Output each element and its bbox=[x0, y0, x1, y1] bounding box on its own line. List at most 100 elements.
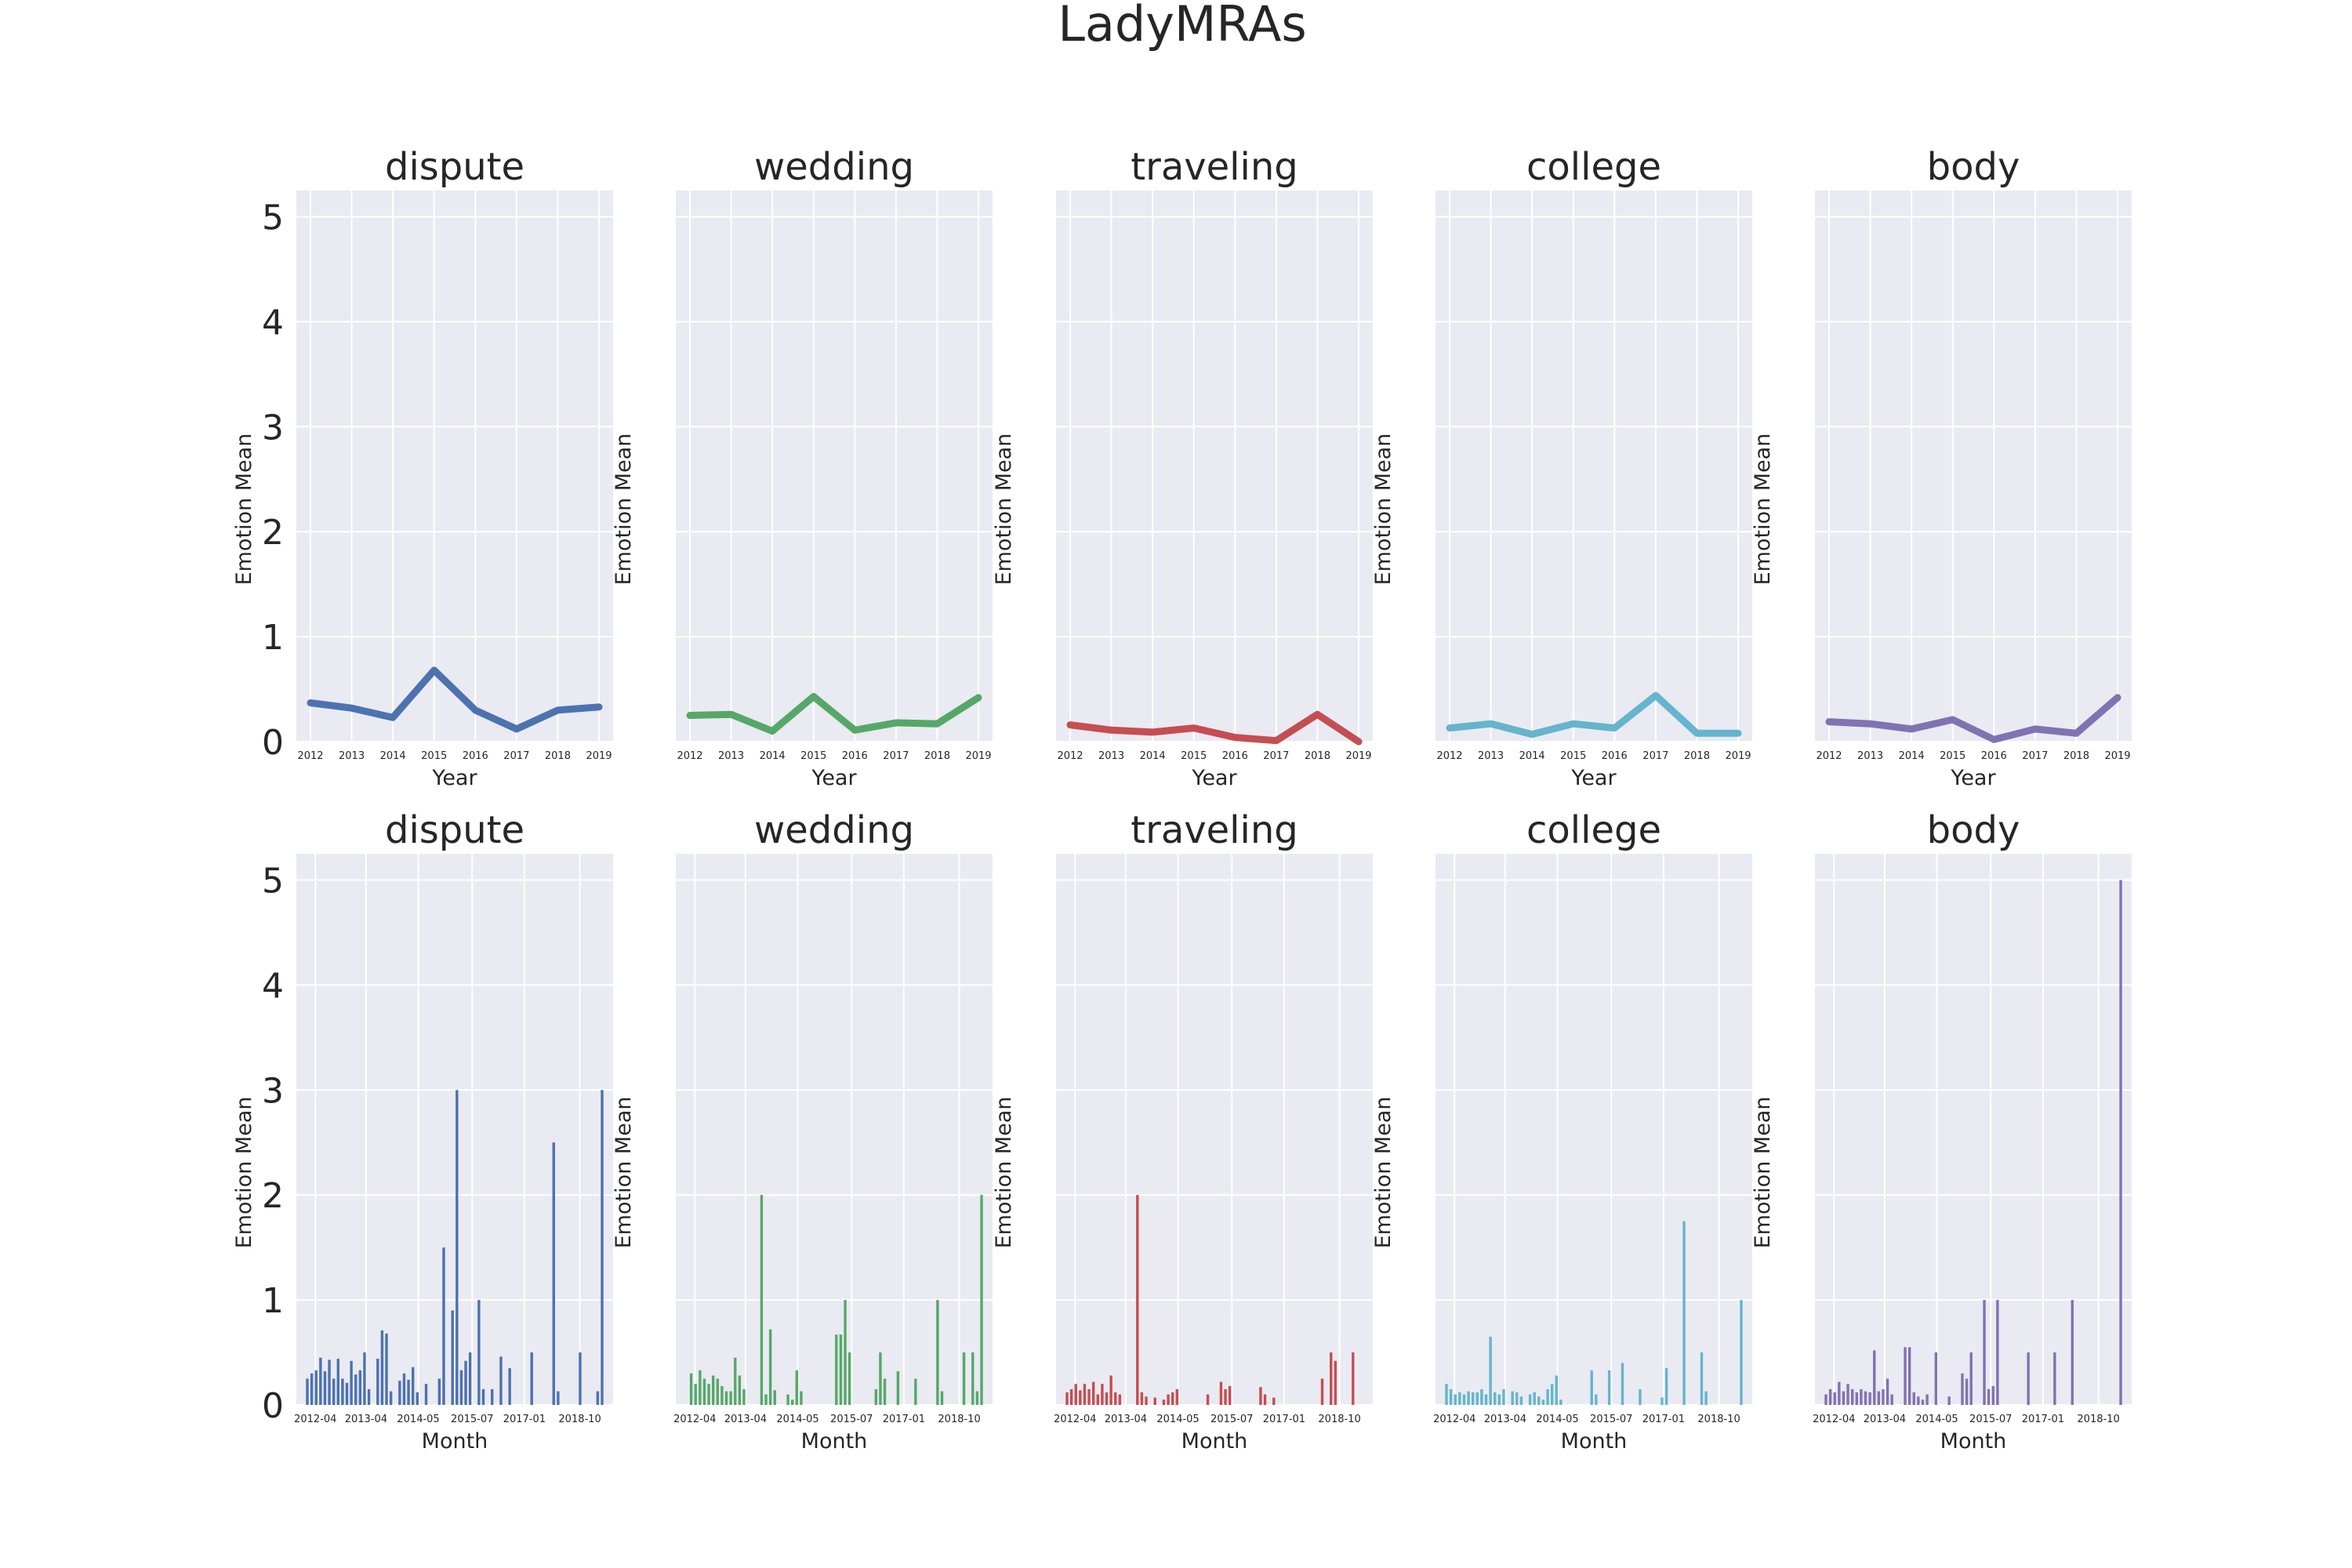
bar bbox=[1846, 1384, 1849, 1405]
bar bbox=[1907, 1347, 1911, 1405]
bar bbox=[874, 1388, 878, 1405]
bar bbox=[971, 1352, 975, 1405]
bar bbox=[839, 1334, 843, 1405]
x-tick-label: 2012-04 bbox=[1054, 1414, 1096, 1425]
bar bbox=[464, 1360, 467, 1405]
bar bbox=[699, 1370, 702, 1405]
bar bbox=[1489, 1336, 1492, 1405]
bar bbox=[790, 1399, 794, 1405]
x-tick-label: 2016 bbox=[1222, 750, 1248, 762]
bar bbox=[1069, 1388, 1073, 1405]
bar bbox=[1334, 1360, 1338, 1405]
x-axis-label: Year bbox=[811, 766, 857, 790]
bar bbox=[1740, 1300, 1743, 1405]
x-tick-label: 2016 bbox=[1602, 750, 1628, 762]
bar bbox=[1559, 1399, 1563, 1405]
x-tick-label: 2012 bbox=[1816, 750, 1842, 762]
bar bbox=[579, 1352, 582, 1405]
bar bbox=[1109, 1375, 1112, 1405]
x-tick-label: 2013-04 bbox=[345, 1414, 387, 1425]
bar bbox=[1541, 1399, 1545, 1405]
x-axis-label: Year bbox=[1950, 766, 1996, 790]
y-axis-label: Emotion Mean bbox=[232, 1097, 256, 1249]
bar bbox=[724, 1391, 728, 1405]
x-tick-label: 2015 bbox=[1560, 750, 1586, 762]
bar bbox=[1947, 1396, 1951, 1405]
subplot-title: dispute bbox=[385, 808, 524, 852]
y-axis-label: Emotion Mean bbox=[1371, 1097, 1396, 1249]
bar bbox=[1528, 1394, 1532, 1405]
bar bbox=[1206, 1394, 1210, 1405]
x-axis-label: Year bbox=[1191, 766, 1237, 790]
bar bbox=[707, 1384, 710, 1405]
y-axis-label: Emotion Mean bbox=[992, 1097, 1016, 1249]
x-tick-label: 2018-10 bbox=[2077, 1414, 2119, 1425]
y-tick-label: 0 bbox=[262, 1386, 284, 1426]
bar bbox=[407, 1379, 410, 1405]
bar bbox=[1320, 1378, 1324, 1405]
series-line-college bbox=[1446, 691, 1742, 739]
bar bbox=[323, 1371, 327, 1405]
subplot-bar-college: 2012-04 2013-04 2014-05 2015-07 2017-01 2018-… bbox=[1371, 808, 1752, 1454]
bar bbox=[1462, 1394, 1466, 1405]
bar bbox=[1961, 1373, 1964, 1405]
plot-area bbox=[1436, 191, 1752, 742]
y-tick-label: 5 bbox=[262, 861, 284, 901]
subplot-title: body bbox=[1927, 145, 2020, 189]
bar bbox=[416, 1392, 419, 1405]
x-tick-label: 2016 bbox=[463, 750, 488, 762]
x-tick-label: 2018 bbox=[545, 750, 571, 762]
bar bbox=[468, 1352, 472, 1405]
bar bbox=[883, 1378, 887, 1405]
x-tick-label: 2013-04 bbox=[1484, 1414, 1526, 1425]
y-tick-label: 5 bbox=[262, 198, 284, 238]
x-tick-label: 2019 bbox=[1725, 750, 1751, 762]
x-tick-label: 2012 bbox=[677, 750, 702, 762]
bar bbox=[1087, 1388, 1091, 1405]
plot-area bbox=[296, 191, 613, 742]
bar bbox=[1996, 1300, 1999, 1405]
subplot-title: traveling bbox=[1131, 145, 1298, 189]
bar bbox=[601, 1090, 604, 1405]
bar bbox=[1140, 1392, 1144, 1405]
bar bbox=[456, 1090, 459, 1405]
y-axis-label: Emotion Mean bbox=[612, 1097, 636, 1249]
bar bbox=[729, 1391, 732, 1405]
subplot-line-body: 2012 2013 2014 2015 2016 2017 2018 2019 body Year… bbox=[1751, 145, 2132, 790]
bar bbox=[760, 1195, 764, 1405]
bar bbox=[319, 1357, 322, 1405]
figure-title: LadyMRAs bbox=[1058, 0, 1306, 53]
plot-area bbox=[1815, 191, 2132, 742]
x-tick-label: 2013-04 bbox=[724, 1414, 767, 1425]
series-line-body bbox=[1825, 694, 2122, 743]
plot-area bbox=[676, 854, 993, 1405]
y-tick-label: 4 bbox=[262, 303, 284, 343]
bar bbox=[424, 1384, 428, 1405]
bar bbox=[499, 1356, 503, 1405]
bar bbox=[1101, 1384, 1104, 1405]
bar bbox=[1096, 1394, 1099, 1405]
bar bbox=[552, 1142, 555, 1405]
bar bbox=[1704, 1391, 1708, 1405]
bar bbox=[1550, 1384, 1554, 1405]
bar bbox=[1904, 1347, 1907, 1405]
subplot-line-college: 2012 2013 2014 2015 2016 2017 2018 2019 college Y… bbox=[1371, 145, 1752, 790]
bar bbox=[1162, 1399, 1166, 1405]
bar bbox=[345, 1382, 349, 1405]
bar bbox=[1860, 1388, 1863, 1405]
subplot-title: wedding bbox=[754, 145, 914, 189]
x-tick-label: 2013-04 bbox=[1105, 1414, 1147, 1425]
bar bbox=[1886, 1378, 1889, 1405]
bar bbox=[1519, 1396, 1523, 1405]
bar bbox=[1833, 1392, 1836, 1405]
x-tick-label: 2015 bbox=[800, 750, 826, 762]
x-tick-label: 2012 bbox=[297, 750, 323, 762]
bar bbox=[557, 1391, 560, 1405]
bar bbox=[398, 1381, 401, 1405]
bar bbox=[1842, 1391, 1846, 1405]
bar bbox=[314, 1370, 318, 1405]
bar bbox=[1921, 1399, 1925, 1405]
bar bbox=[1118, 1394, 1122, 1405]
subplot-bar-dispute: 2012-04 2013-04 2014-05 2015-07 2017-01 2018-… bbox=[232, 808, 613, 1454]
bar bbox=[1480, 1388, 1483, 1405]
